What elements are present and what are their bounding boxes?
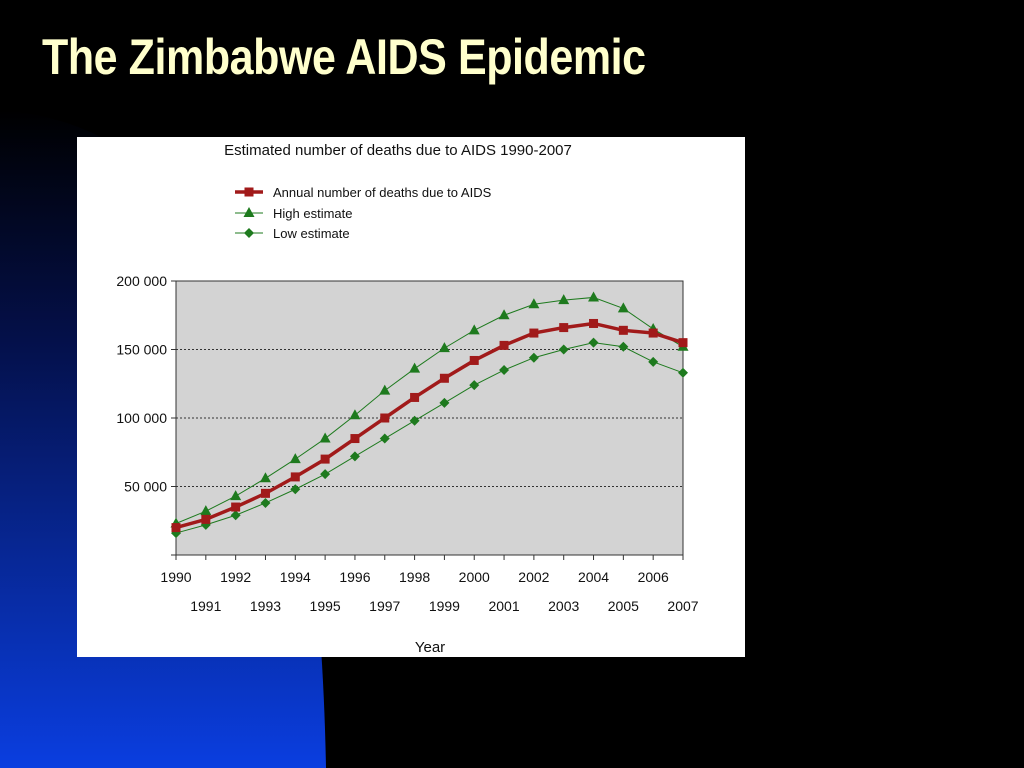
legend-marker — [244, 228, 254, 238]
x-axis-label: Year — [415, 639, 445, 656]
series-line — [175, 296, 684, 524]
data-point — [498, 309, 510, 320]
data-point — [469, 380, 480, 391]
y-tick-label: 100 000 — [116, 410, 167, 426]
x-tick-label: 1999 — [429, 598, 460, 614]
y-tick-label: 150 000 — [116, 342, 167, 358]
legend-marker — [244, 187, 254, 197]
data-point — [379, 433, 390, 444]
data-point — [260, 488, 270, 498]
data-point — [200, 505, 212, 516]
series-line — [175, 342, 684, 534]
line-chart: Estimated number of deaths due to AIDS 1… — [116, 142, 698, 656]
data-point — [528, 352, 539, 363]
data-point — [648, 356, 659, 367]
data-point — [499, 365, 510, 376]
data-point — [528, 298, 540, 309]
x-tick-label: 1996 — [339, 569, 370, 585]
data-point — [558, 294, 570, 305]
data-point — [588, 291, 600, 302]
data-point — [409, 362, 421, 373]
data-point — [678, 367, 688, 378]
x-tick-label: 1993 — [250, 598, 281, 614]
data-point — [231, 502, 241, 512]
data-point — [380, 413, 390, 423]
x-tick-label: 1990 — [160, 569, 191, 585]
series-triangle — [170, 291, 689, 528]
data-point — [588, 337, 599, 348]
x-tick-label: 1994 — [280, 569, 311, 585]
data-point — [230, 490, 242, 501]
data-point — [349, 409, 361, 420]
data-point — [409, 415, 420, 426]
data-point — [618, 325, 628, 335]
legend-label: High estimate — [273, 206, 352, 221]
x-tick-label: 1992 — [220, 569, 251, 585]
chart-legend: Annual number of deaths due to AIDS High … — [235, 185, 492, 241]
x-tick-label: 2003 — [548, 598, 579, 614]
data-point — [320, 454, 330, 464]
data-point — [349, 451, 360, 462]
series-square — [171, 318, 688, 533]
data-point — [171, 528, 181, 539]
data-point — [410, 392, 420, 402]
data-point — [290, 472, 300, 482]
data-point — [439, 397, 450, 408]
data-point — [350, 434, 360, 444]
grid-lines — [176, 349, 683, 487]
x-tick-label: 2002 — [518, 569, 549, 585]
axes: 50 000 100 000 150 000 200 000 1990 1991 1992 1… — [116, 273, 698, 614]
data-point — [499, 340, 509, 350]
data-point — [319, 432, 331, 443]
slide-title: The Zimbabwe AIDS Epidemic — [42, 29, 646, 85]
data-point — [558, 344, 569, 355]
x-tick-label: 1997 — [369, 598, 400, 614]
data-point — [259, 472, 271, 483]
data-point — [260, 497, 271, 508]
data-point — [171, 523, 181, 533]
data-point — [230, 510, 241, 521]
data-point — [559, 323, 569, 333]
x-tick-label: 1995 — [310, 598, 341, 614]
data-point — [379, 384, 391, 395]
x-tick-label: 2000 — [459, 569, 490, 585]
data-point — [678, 338, 688, 348]
data-point — [617, 302, 629, 313]
chart-title: Estimated number of deaths due to AIDS 1… — [224, 142, 572, 159]
legend-label: Low estimate — [273, 226, 350, 241]
y-tick-label: 50 000 — [124, 479, 167, 495]
data-point — [468, 324, 480, 335]
y-tick-label: 200 000 — [116, 273, 167, 289]
x-tick-label: 1991 — [190, 598, 221, 614]
data-point — [438, 342, 450, 353]
data-point — [648, 328, 658, 338]
data-point — [290, 484, 301, 495]
x-tick-label: 2005 — [608, 598, 639, 614]
data-point — [529, 328, 539, 338]
series-layer — [170, 291, 689, 539]
x-tick-label: 2004 — [578, 569, 609, 585]
chart-panel: Estimated number of deaths due to AIDS 1… — [77, 137, 745, 657]
legend-marker — [243, 207, 255, 217]
data-point — [201, 514, 211, 524]
data-point — [289, 453, 301, 464]
x-tick-label: 2007 — [667, 598, 698, 614]
data-point — [469, 355, 479, 365]
legend-label: Annual number of deaths due to AIDS — [273, 185, 492, 200]
x-tick-label: 1998 — [399, 569, 430, 585]
series-line — [175, 321, 684, 530]
data-point — [439, 373, 449, 383]
data-point — [618, 341, 629, 352]
x-tick-label: 2006 — [638, 569, 669, 585]
x-tick-label: 2001 — [488, 598, 519, 614]
data-point — [589, 318, 599, 328]
data-point — [320, 469, 331, 480]
